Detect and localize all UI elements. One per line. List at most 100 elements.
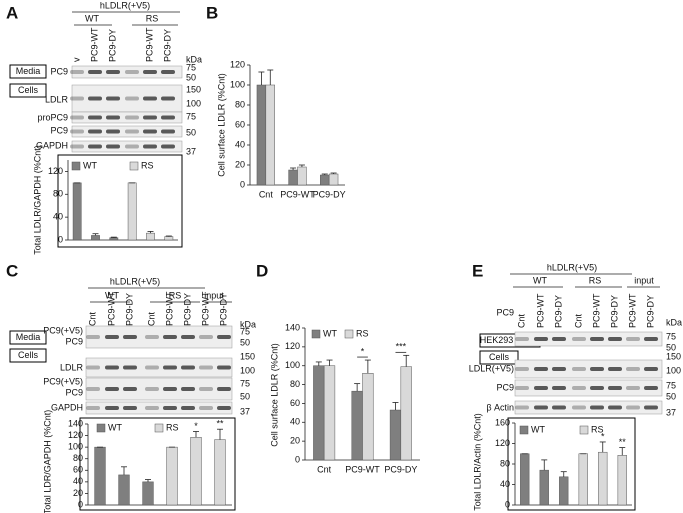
lane-label: PC9-DY <box>645 295 655 328</box>
blot-box <box>9 83 47 98</box>
band <box>181 406 195 410</box>
y-tick-label: 120 <box>48 166 63 176</box>
band <box>534 405 548 410</box>
band <box>145 365 159 370</box>
blot-strip <box>514 359 663 379</box>
band <box>106 115 120 120</box>
band <box>590 405 604 410</box>
group-label: input <box>204 290 224 300</box>
band <box>125 70 139 74</box>
y-axis-label: Total LDLR/Actin (%Cnt) <box>472 413 482 511</box>
blot-strip <box>71 65 183 79</box>
band <box>199 335 213 339</box>
blot-header: hLDLR(+V5) <box>100 0 150 10</box>
band <box>608 386 622 390</box>
band <box>123 365 137 370</box>
bar <box>265 84 275 186</box>
row-label: LDLR <box>45 94 69 104</box>
bar <box>328 173 339 186</box>
band <box>534 386 548 390</box>
kda-label: kDa <box>186 54 202 64</box>
band <box>590 386 604 390</box>
legend-label: RS <box>591 424 604 434</box>
band <box>181 365 195 370</box>
band <box>572 367 586 371</box>
band <box>161 144 175 149</box>
row-label: LDLR(+V5) <box>469 363 514 373</box>
band <box>608 337 622 341</box>
lane-label: PC9-DY <box>182 293 192 326</box>
lane-label: Cnt <box>146 311 156 326</box>
band <box>552 337 566 341</box>
row-label: PC9(+V5) <box>43 376 83 386</box>
legend-swatch <box>129 161 139 171</box>
band <box>552 367 566 371</box>
chart-box <box>507 417 636 511</box>
band <box>608 367 622 371</box>
marker-label: 75 <box>186 111 196 121</box>
band <box>199 406 213 410</box>
x-tick-label: PC9-WT <box>345 464 380 474</box>
marker-label: 50 <box>186 127 196 137</box>
y-tick-label: 60 <box>235 119 245 129</box>
bar <box>389 409 402 461</box>
band <box>88 144 102 149</box>
band <box>552 386 566 390</box>
blot-strip <box>85 401 233 415</box>
marker-label: 37 <box>186 146 196 156</box>
band <box>88 70 102 74</box>
y-tick-label: 120 <box>285 341 300 351</box>
bar <box>109 237 119 241</box>
marker-label: 150 <box>186 84 201 94</box>
marker-label: 75 <box>240 378 250 388</box>
band <box>534 337 548 341</box>
blot-strip <box>514 379 663 397</box>
row-label: PC9 <box>50 125 68 135</box>
bar <box>214 439 226 506</box>
x-tick-label: PC9-WT <box>280 189 315 199</box>
lane-label: PC9-DY <box>218 293 228 326</box>
band <box>590 337 604 341</box>
bar <box>400 366 412 461</box>
band <box>105 335 119 339</box>
y-tick-label: 80 <box>500 458 510 468</box>
band <box>145 387 159 391</box>
band <box>644 405 658 410</box>
box-label: Media <box>16 332 41 342</box>
lane-label: PC9-DY <box>124 293 134 326</box>
y-axis-label: Cell surface LDLR (%Cnt) <box>216 73 226 177</box>
band <box>86 406 100 410</box>
x-tick-label: PC9-DY <box>384 464 417 474</box>
lane-label: PC9-WT <box>591 293 601 328</box>
y-tick-label: 120 <box>495 438 510 448</box>
lane-label: Cnt <box>87 311 97 326</box>
y-tick-label: 20 <box>290 436 300 446</box>
marker-label: 37 <box>240 406 250 416</box>
legend-label: WT <box>108 422 122 432</box>
panel-letter: C <box>6 261 18 280</box>
band <box>143 115 157 120</box>
band <box>572 386 586 390</box>
band <box>163 406 177 410</box>
y-tick-label: 100 <box>285 360 300 370</box>
band <box>608 405 622 410</box>
box-label: HEK293 Media <box>480 335 541 345</box>
row-label: PC9 <box>65 336 83 346</box>
row-label: β Actin <box>486 402 514 412</box>
y-tick-label: 40 <box>235 139 245 149</box>
lane-label: PC9-WT <box>164 291 174 326</box>
lane-label: PC9-DY <box>553 295 563 328</box>
band <box>106 144 120 149</box>
lane-label: PC9-WT <box>144 27 154 62</box>
band <box>572 405 586 410</box>
band <box>105 387 119 391</box>
band <box>626 367 640 371</box>
band <box>534 367 548 371</box>
y-axis-label: Total LDR/GAPDH (%Cnt) <box>42 410 52 513</box>
x-tick-label: Cnt <box>259 189 274 199</box>
y-tick-label: 60 <box>290 398 300 408</box>
y-tick-label: 20 <box>73 488 83 498</box>
y-tick-label: 140 <box>68 418 83 428</box>
legend-swatch <box>96 423 106 433</box>
blot-box <box>9 348 47 363</box>
